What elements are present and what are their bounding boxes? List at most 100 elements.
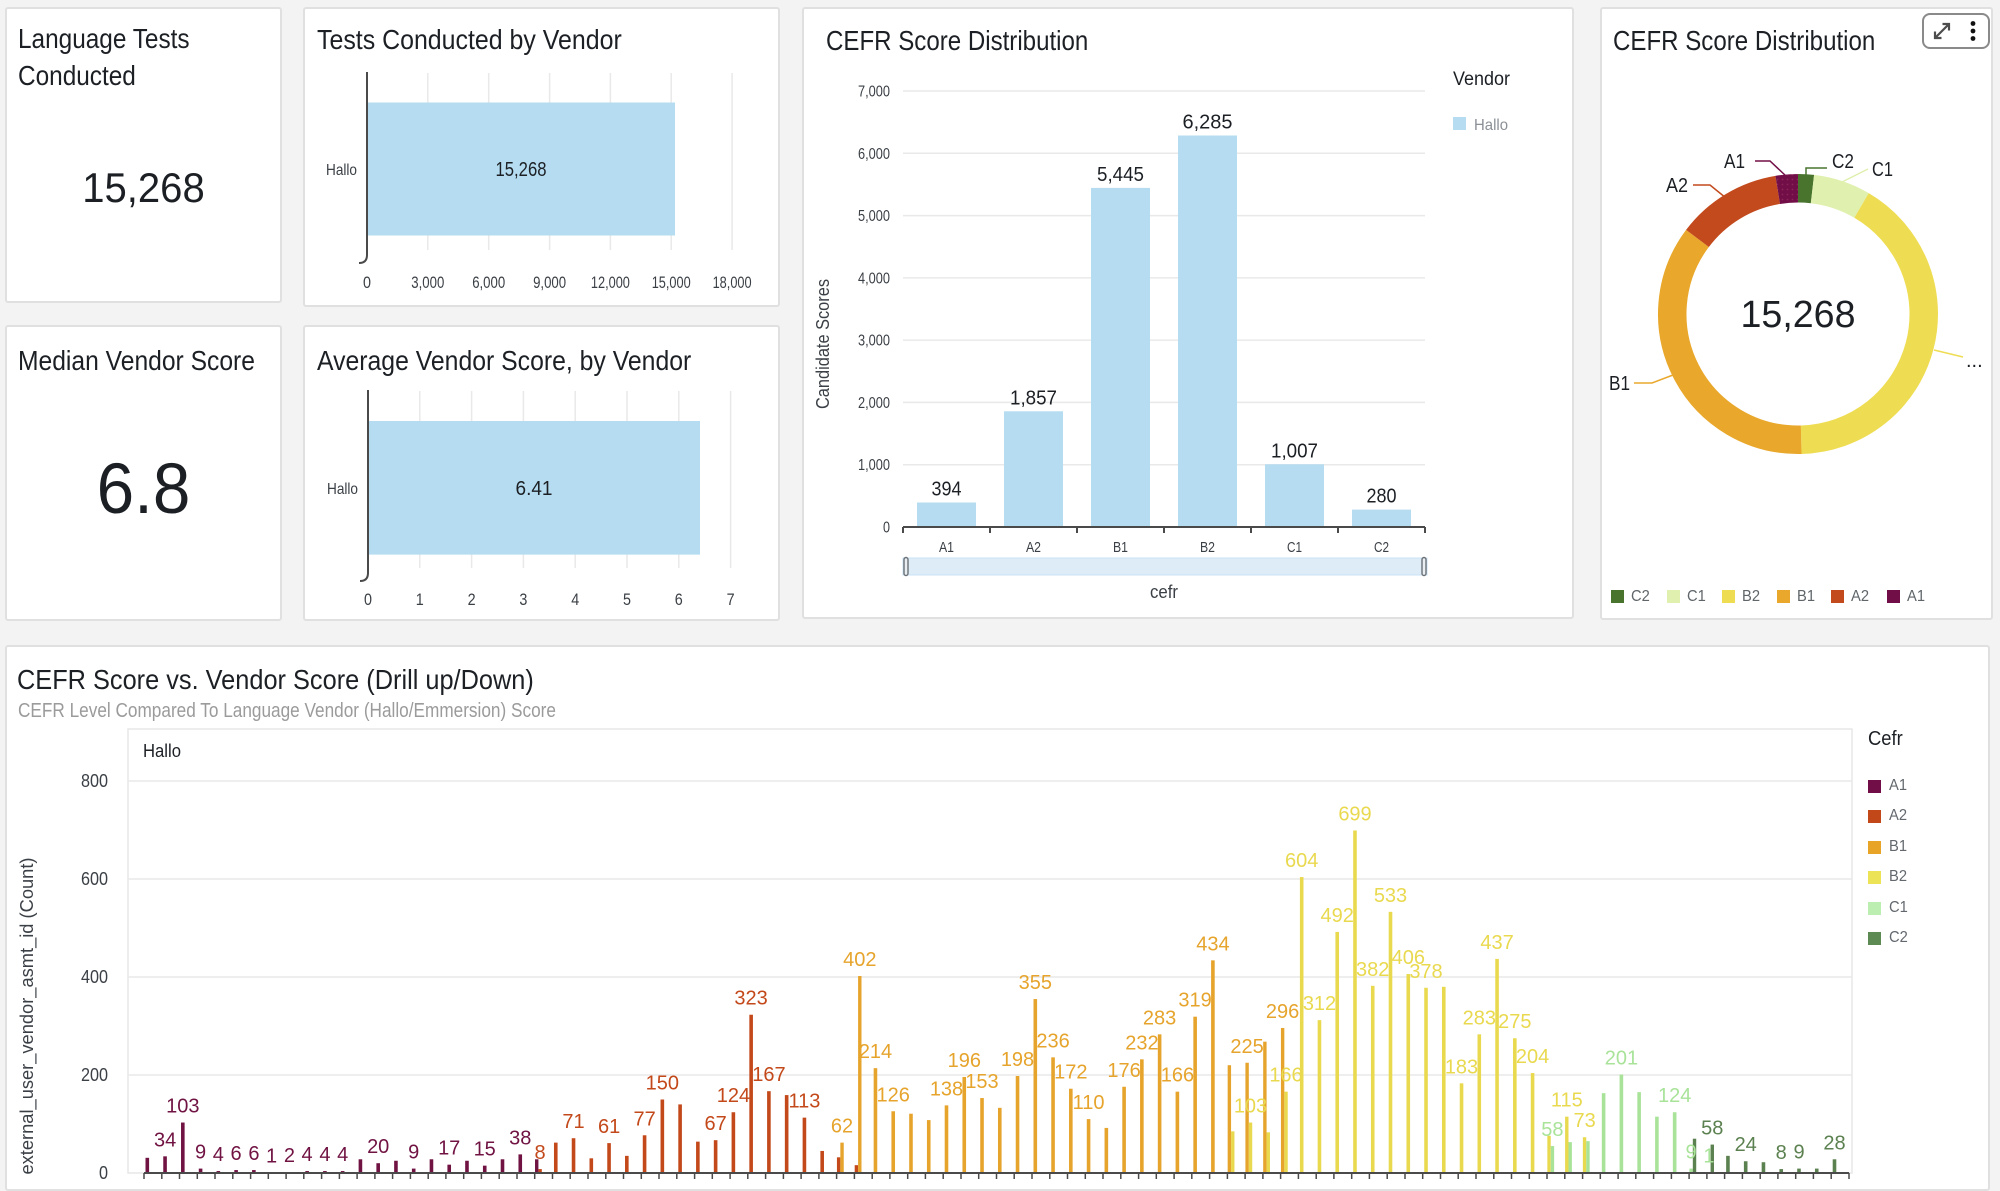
svg-text:20: 20 [367, 1136, 389, 1158]
svg-text:34: 34 [154, 1129, 176, 1151]
svg-text:198: 198 [1001, 1049, 1034, 1071]
svg-text:236: 236 [1036, 1030, 1069, 1052]
svg-text:1: 1 [1703, 1146, 1714, 1168]
svg-text:1: 1 [416, 591, 424, 609]
svg-text:6.41: 6.41 [516, 478, 553, 500]
svg-text:4: 4 [302, 1144, 313, 1166]
svg-text:225: 225 [1230, 1036, 1263, 1058]
svg-text:C2: C2 [1832, 151, 1854, 173]
svg-text:71: 71 [562, 1111, 584, 1133]
svg-text:3,000: 3,000 [411, 274, 444, 292]
svg-text:3: 3 [519, 591, 527, 609]
svg-text:4: 4 [337, 1144, 348, 1166]
svg-text:6: 6 [248, 1143, 259, 1165]
svg-text:1: 1 [266, 1146, 277, 1168]
svg-text:9: 9 [408, 1142, 419, 1164]
svg-text:172: 172 [1054, 1062, 1087, 1084]
svg-text:8: 8 [1776, 1142, 1787, 1164]
svg-text:323: 323 [734, 988, 767, 1010]
svg-text:9: 9 [195, 1142, 206, 1164]
svg-text:C1: C1 [1872, 159, 1893, 181]
svg-text:604: 604 [1285, 850, 1318, 872]
svg-text:28: 28 [1823, 1132, 1845, 1154]
svg-text:9: 9 [1793, 1142, 1804, 1164]
svg-text:15: 15 [474, 1139, 496, 1161]
svg-text:9,000: 9,000 [533, 274, 566, 292]
svg-text:126: 126 [877, 1084, 910, 1106]
svg-text:Vendor: Vendor [1453, 69, 1511, 90]
svg-text:103: 103 [1234, 1096, 1267, 1118]
svg-text:4: 4 [213, 1144, 224, 1166]
svg-text:400: 400 [81, 967, 108, 987]
svg-text:275: 275 [1498, 1011, 1531, 1033]
svg-text:15,268: 15,268 [1741, 294, 1856, 336]
svg-text:38: 38 [509, 1127, 531, 1149]
svg-text:2: 2 [284, 1145, 295, 1167]
svg-text:58: 58 [1701, 1118, 1723, 1140]
svg-text:699: 699 [1338, 804, 1371, 826]
svg-text:61: 61 [598, 1116, 620, 1138]
svg-text:15,000: 15,000 [652, 274, 691, 292]
svg-text:24: 24 [1735, 1134, 1757, 1156]
svg-text:6: 6 [675, 591, 683, 609]
svg-text:Hallo: Hallo [143, 741, 181, 761]
svg-text:Hallo: Hallo [326, 162, 357, 179]
svg-text:166: 166 [1269, 1065, 1302, 1087]
svg-text:214: 214 [859, 1041, 892, 1063]
svg-text:58: 58 [1541, 1119, 1563, 1141]
svg-text:800: 800 [81, 771, 108, 791]
svg-text:103: 103 [166, 1096, 199, 1118]
svg-text:124: 124 [717, 1085, 750, 1107]
svg-text:183: 183 [1445, 1056, 1478, 1078]
svg-text:77: 77 [633, 1108, 655, 1130]
svg-text:Hallo: Hallo [327, 481, 358, 498]
svg-text:67: 67 [704, 1113, 726, 1135]
svg-text:A1: A1 [1724, 151, 1745, 173]
svg-text:312: 312 [1303, 993, 1336, 1015]
svg-text:176: 176 [1107, 1060, 1140, 1082]
svg-text:166: 166 [1161, 1065, 1194, 1087]
svg-text:2: 2 [468, 591, 476, 609]
svg-text:124: 124 [1658, 1085, 1691, 1107]
svg-text:600: 600 [81, 869, 108, 889]
svg-text:7: 7 [727, 591, 735, 609]
svg-text:6,000: 6,000 [472, 274, 505, 292]
svg-text:150: 150 [646, 1073, 679, 1095]
svg-text:4: 4 [571, 591, 579, 609]
svg-text:B1: B1 [1609, 373, 1630, 395]
svg-text:Hallo: Hallo [1474, 117, 1508, 134]
svg-text:A2: A2 [1666, 175, 1688, 197]
svg-text:492: 492 [1321, 905, 1354, 927]
svg-text:62: 62 [831, 1116, 853, 1138]
svg-text:6: 6 [231, 1143, 242, 1165]
svg-text:115: 115 [1551, 1090, 1583, 1112]
svg-text:167: 167 [752, 1064, 785, 1086]
svg-text:8: 8 [535, 1142, 546, 1164]
svg-text:196: 196 [948, 1050, 981, 1072]
svg-text:...: ... [1966, 350, 1983, 372]
svg-text:204: 204 [1516, 1046, 1549, 1068]
svg-text:382: 382 [1356, 959, 1389, 981]
svg-text:113: 113 [788, 1091, 820, 1113]
svg-text:355: 355 [1019, 972, 1052, 994]
svg-text:232: 232 [1125, 1032, 1158, 1054]
svg-text:201: 201 [1605, 1048, 1638, 1070]
svg-text:437: 437 [1480, 932, 1513, 954]
svg-text:15,268: 15,268 [496, 159, 547, 181]
svg-text:283: 283 [1463, 1007, 1496, 1029]
svg-text:12,000: 12,000 [591, 274, 630, 292]
svg-text:5: 5 [623, 591, 631, 609]
svg-text:296: 296 [1266, 1001, 1299, 1023]
svg-text:18,000: 18,000 [713, 274, 752, 292]
svg-text:138: 138 [930, 1078, 963, 1100]
svg-text:external_user_vendor_asmt_id (: external_user_vendor_asmt_id (Count) [17, 858, 38, 1175]
svg-text:533: 533 [1374, 885, 1407, 907]
svg-text:9: 9 [1686, 1142, 1697, 1164]
svg-text:73: 73 [1573, 1110, 1595, 1132]
svg-text:17: 17 [438, 1138, 460, 1160]
svg-text:319: 319 [1178, 990, 1211, 1012]
svg-text:200: 200 [81, 1065, 108, 1085]
svg-text:434: 434 [1196, 933, 1229, 955]
svg-text:4: 4 [319, 1144, 330, 1166]
svg-text:110: 110 [1073, 1092, 1105, 1114]
